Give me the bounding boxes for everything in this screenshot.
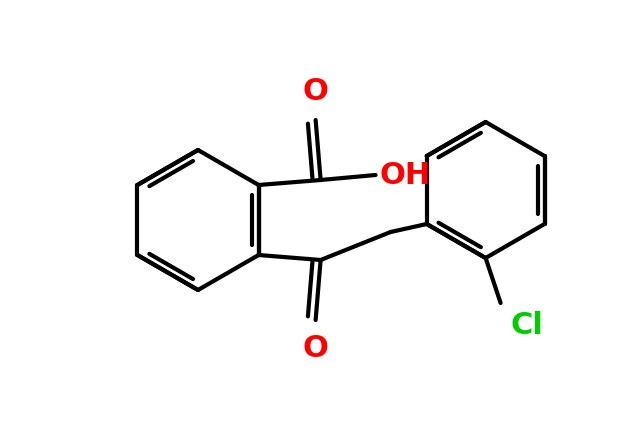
Text: Cl: Cl	[511, 311, 543, 340]
Text: O: O	[303, 77, 328, 106]
Text: O: O	[303, 334, 328, 363]
Text: OH: OH	[380, 160, 431, 190]
